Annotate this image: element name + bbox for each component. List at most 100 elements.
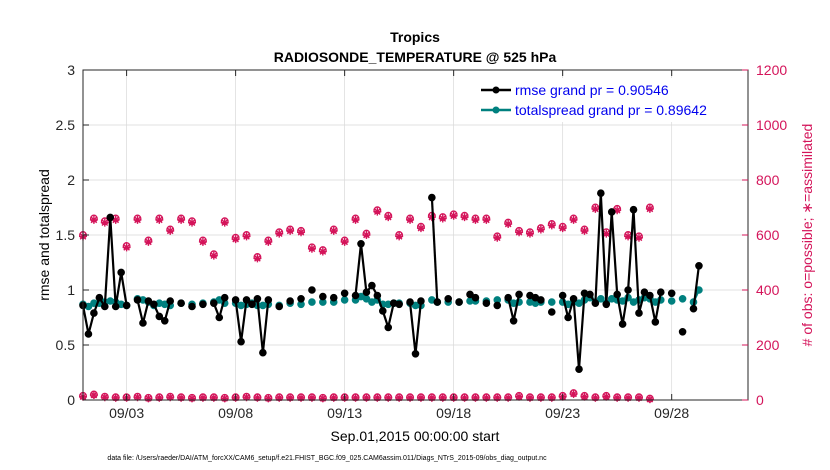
rmse-point [515,290,523,299]
obs-assimilated-marker [351,215,360,224]
obs-assimilated-marker [504,220,513,228]
rmse-point [199,300,207,309]
rmse-point [210,299,218,308]
totalspread-point [678,295,687,303]
y-right-tick-label: 1000 [756,117,787,133]
rmse-point [667,289,676,298]
legend-rmse-label: rmse grand pr = 0.90546 [515,82,669,98]
rmse-line [430,197,439,303]
rmse-point [150,300,158,309]
totalspread-point [597,295,605,303]
obs-assimilated-marker [634,393,643,402]
rmse-point [166,297,175,305]
obs-assimilated-marker [122,243,131,252]
rmse-point [111,302,120,311]
x-tick-label: 09/13 [327,405,362,421]
obs-assimilated-marker [231,235,240,244]
obs-assimilated-marker [133,393,142,402]
obs-assimilated-marker [395,232,404,241]
chart-title-line1: Tropics [390,29,440,45]
totalspread-point [667,297,676,305]
obs-assimilated-marker [111,393,120,402]
obs-assimilated-marker [286,226,295,235]
rmse-point [417,297,425,305]
obs-assimilated-marker [275,393,284,402]
left-axis-label: rmse and totalspread [36,169,52,301]
rmse-point [602,300,611,309]
rmse-series [79,189,703,374]
obs-assimilated-marker [536,393,545,402]
rmse-point [444,295,453,303]
right-axis-label: # of obs: o=possible; ∗=assimilated [799,124,815,347]
rmse-point [493,301,502,310]
rmse-point [482,299,491,308]
legend-box [472,78,742,122]
rmse-point [362,288,371,297]
obs-assimilated-marker [144,237,153,246]
rmse-point [651,318,660,326]
x-tick-label: 09/08 [218,405,253,421]
rmse-line [692,265,700,309]
rmse-point [155,312,164,321]
totalspread-point [340,296,349,304]
obs-assimilated-marker [547,393,556,402]
obs-assimilated-marker [329,393,338,402]
rmse-point [395,300,403,309]
rmse-point [624,286,632,294]
obs-assimilated-marker [493,393,502,402]
y-right-tick-label: 600 [756,227,780,243]
rmse-point [259,348,267,357]
obs-assimilated-marker [547,221,556,230]
obs-assimilated-marker [427,393,436,402]
obs-assimilated-marker [438,393,447,402]
obs-assimilated-marker [645,204,654,213]
obs-assimilated-marker [188,218,197,227]
obs-assimilated-marker [558,224,567,233]
chart-title-line2: RADIOSONDE_TEMPERATURE @ 525 hPa [274,49,557,65]
rmse-point [504,293,512,302]
obs-assimilated-marker [133,215,142,224]
obs-assimilated-marker [89,391,98,400]
obs-assimilated-marker [416,393,425,402]
obs-assimilated-marker [253,254,262,263]
obs-assimilated-marker [406,393,415,402]
rmse-point [378,307,387,315]
rmse-point [340,289,349,298]
right-axis-ticks: 0 200 400 600 800 1000 1200 [742,62,787,408]
rmse-point [368,281,376,290]
rmse-point [384,323,393,332]
rmse-point [613,290,621,299]
y-right-tick-label: 200 [756,337,780,353]
obs-assimilated-marker [569,215,578,224]
rmse-point [575,365,583,374]
rmse-point [237,337,245,346]
rmse-point [406,298,414,306]
rmse-point [160,317,169,325]
rmse-point [275,302,284,311]
obs-assimilated-marker [188,394,197,403]
rmse-point [558,291,567,300]
obs-assimilated-marker [416,224,425,233]
obs-assimilated-marker [515,228,524,237]
totalspread-point [308,298,316,306]
obs-assimilated-marker [493,233,502,242]
obs-assimilated-marker [329,226,338,235]
obs-assimilated-marker [384,213,393,222]
rmse-point [297,295,305,303]
rmse-point [220,293,229,302]
obs-assimilated-marker [602,392,611,401]
left-axis-ticks: 0 0.5 1 1.5 2 2.5 3 [56,62,89,408]
rmse-point [242,296,251,304]
y-right-tick-label: 800 [756,172,780,188]
x-tick-label: 09/23 [545,405,580,421]
rmse-point [564,313,572,322]
rmse-point [678,328,687,336]
rmse-point [133,296,142,304]
rmse-point [635,309,643,317]
obs-assimilated-marker [645,395,654,404]
obs-assimilated-marker [525,229,534,238]
rmse-point [264,296,273,304]
rmse-point [95,293,104,302]
rmse-point [106,213,115,222]
obs-assimilated-marker [525,393,534,402]
